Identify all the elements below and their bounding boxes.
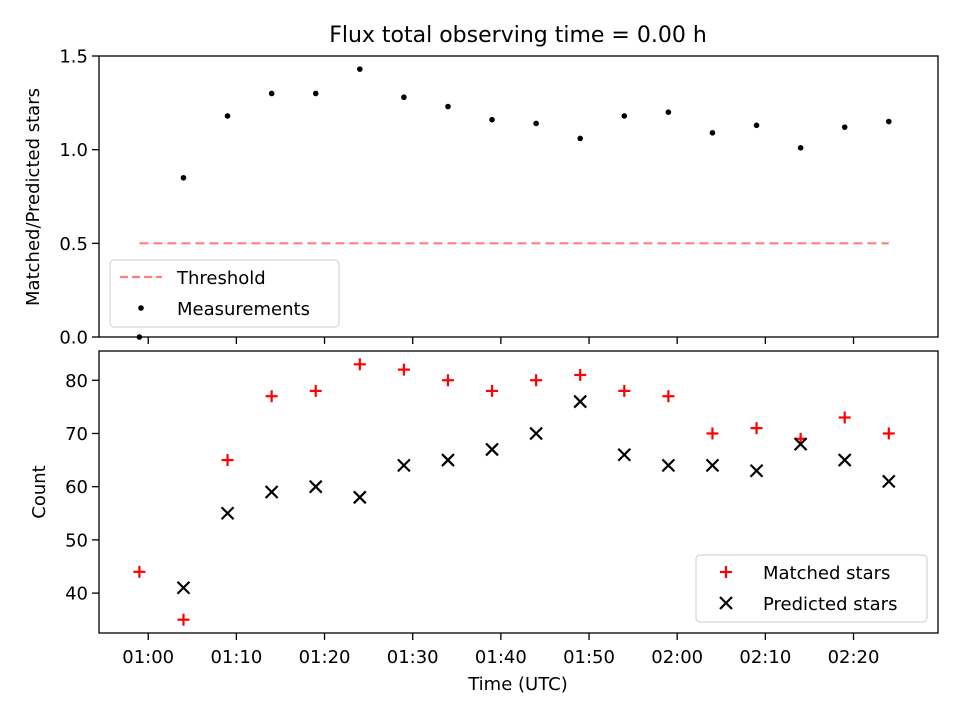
count-x-axis: 01:00 01:10 01:20 01:30 01:40 01:50 02:00 02:10… — [122, 633, 879, 668]
matched-stars-point — [353, 358, 366, 371]
matched-stars-point — [838, 411, 851, 424]
y-tick-label: 60 — [65, 477, 88, 498]
predicted-stars-point — [882, 474, 896, 489]
predicted-stars-point — [308, 479, 323, 494]
predicted-stars-point — [353, 490, 367, 505]
measurement-point — [180, 174, 187, 181]
x-tick-label: 02:20 — [828, 647, 880, 668]
measurement-point — [489, 116, 495, 123]
predicted-stars-point — [661, 458, 676, 473]
matched-stars-point — [486, 384, 499, 397]
legend-predicted-swatch — [719, 596, 733, 610]
x-tick-label: 01:30 — [387, 647, 439, 668]
measurement-point — [665, 109, 672, 115]
count-panel: 40 50 60 70 80 01:00 01:10 01:20 01:30 01:40 01:5… — [29, 350, 939, 695]
matched-stars-point — [530, 374, 543, 387]
measurement-point — [533, 120, 539, 127]
predicted-stars-point — [441, 453, 455, 467]
predicted-stars-point — [264, 485, 279, 499]
ratio-plot-frame — [98, 55, 939, 338]
matched-stars-point — [133, 565, 146, 578]
y-tick-label: 80 — [65, 371, 88, 392]
predicted-stars-point — [573, 394, 587, 409]
matched-stars-point — [265, 390, 278, 403]
predicted-stars-point — [176, 580, 191, 595]
predicted-stars-point — [793, 437, 808, 451]
x-tick-label: 01:10 — [210, 647, 262, 668]
measurement-point — [753, 122, 760, 129]
count-plot-frame — [98, 350, 939, 634]
x-tick-label: 02:10 — [739, 647, 791, 668]
count-y-axis-label: Count — [29, 465, 50, 518]
measurement-point — [445, 103, 451, 110]
x-axis-label: Time (UTC) — [467, 674, 568, 695]
matched-stars-point — [574, 368, 587, 381]
legend-measurements-swatch — [138, 305, 144, 311]
count-legend: Matched stars Predicted stars — [695, 554, 928, 623]
y-tick-label: 40 — [65, 584, 88, 605]
measurement-point — [709, 130, 716, 136]
matched-stars-point — [309, 384, 322, 397]
predicted-stars-point — [837, 453, 852, 467]
measurement-point — [357, 66, 363, 72]
predicted-stars-point — [529, 426, 543, 441]
matched-stars-point — [221, 454, 234, 467]
predicted-stars-point — [397, 458, 411, 473]
measurement-point — [401, 94, 407, 101]
count-y-axis: 40 50 60 70 80 — [65, 371, 99, 605]
legend-predicted-label: Predicted stars — [763, 594, 897, 615]
matched-stars-point — [177, 613, 190, 626]
x-tick-label: 01:40 — [475, 647, 527, 668]
ratio-panel: 0.0 0.5 1.0 1.5 Matched/Predicted stars Thr… — [23, 47, 939, 349]
matched-stars-point — [662, 390, 675, 403]
measurement-point — [797, 144, 804, 151]
ratio-y-axis-label: Matched/Predicted stars — [23, 88, 44, 306]
matched-stars-point — [882, 427, 895, 440]
measurement-point — [224, 113, 231, 119]
predicted-stars-point — [749, 463, 764, 478]
x-tick-label: 01:00 — [122, 647, 174, 668]
legend-threshold-label: Threshold — [176, 268, 266, 289]
measurement-point — [885, 118, 892, 125]
predicted-stars-point — [705, 458, 720, 473]
ratio-x-axis — [147, 337, 855, 344]
y-tick-label: 50 — [65, 530, 88, 551]
measurement-point — [577, 135, 584, 142]
matched-stars-point — [618, 384, 631, 397]
measurement-point — [312, 90, 319, 97]
matched-stars-point — [397, 363, 410, 376]
ratio-legend-box — [109, 259, 340, 328]
ratio-y-axis: 0.0 0.5 1.0 1.5 — [59, 47, 99, 349]
predicted-stars-point — [220, 506, 235, 521]
matched-stars-point — [706, 427, 719, 440]
matched-stars-point — [441, 374, 454, 387]
measurement-point — [621, 113, 628, 119]
measurement-point — [841, 124, 848, 130]
y-tick-label: 1.5 — [59, 47, 88, 68]
measurement-point — [268, 90, 275, 97]
ratio-legend: Threshold Measurements — [109, 259, 340, 328]
x-tick-label: 01:20 — [299, 647, 351, 668]
y-tick-label: 0.0 — [59, 328, 88, 349]
legend-measurements-label: Measurements — [177, 299, 310, 320]
predicted-stars-point — [617, 447, 632, 462]
x-tick-label: 02:00 — [651, 647, 703, 668]
chart-title: Flux total observing time = 0.00 h — [329, 23, 707, 48]
y-tick-label: 0.5 — [59, 234, 88, 255]
predicted-stars-point — [485, 442, 499, 457]
x-tick-label: 01:50 — [563, 647, 615, 668]
count-legend-box — [695, 554, 928, 623]
y-tick-label: 1.0 — [59, 140, 88, 161]
legend-matched-swatch — [720, 566, 732, 578]
matched-stars-point — [750, 422, 763, 435]
y-tick-label: 70 — [65, 424, 88, 445]
legend-matched-label: Matched stars — [763, 563, 890, 584]
